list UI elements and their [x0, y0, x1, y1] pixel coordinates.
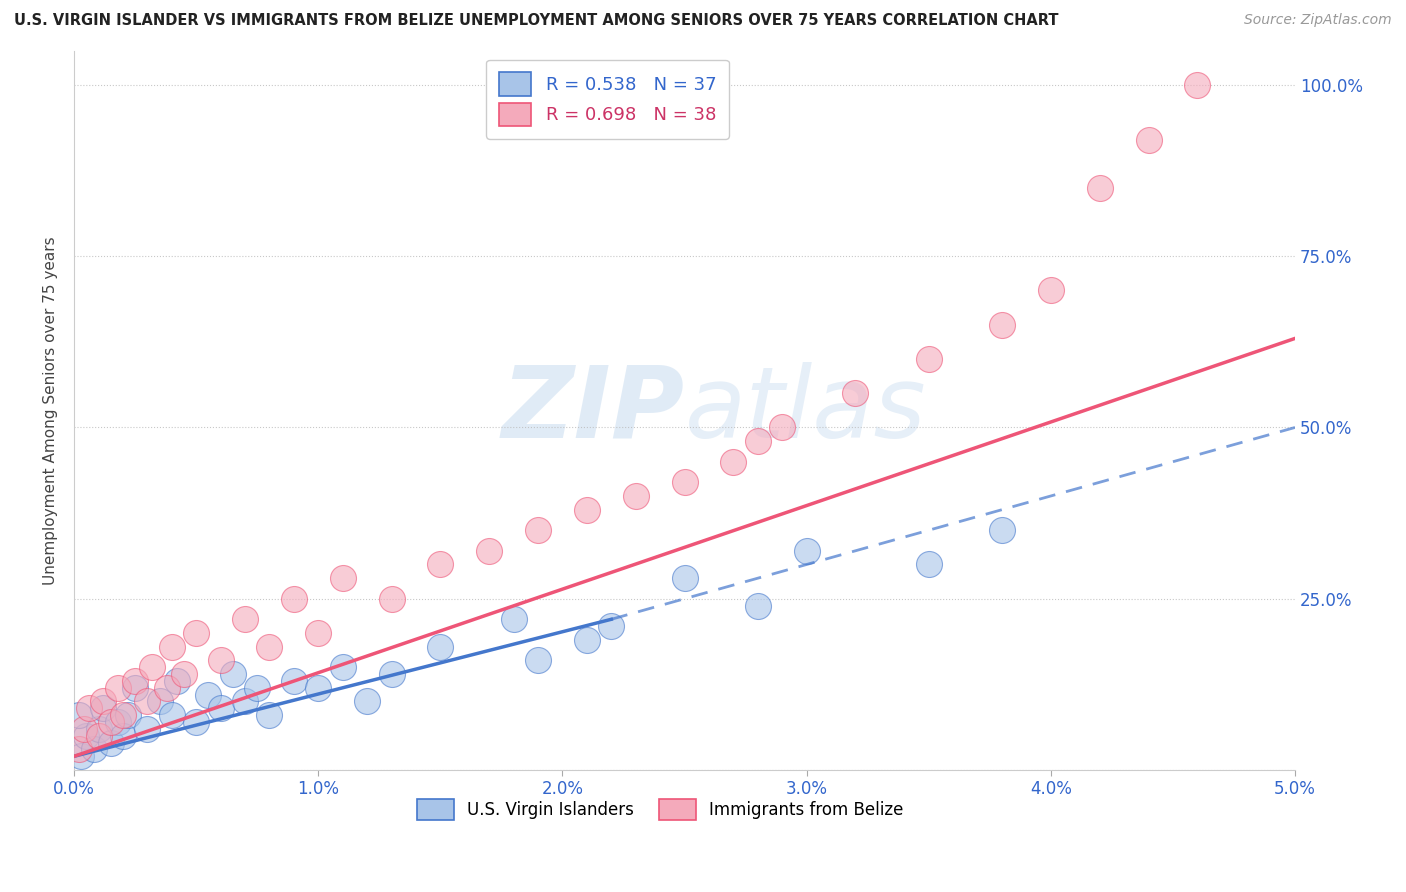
Y-axis label: Unemployment Among Seniors over 75 years: Unemployment Among Seniors over 75 years — [44, 236, 58, 584]
Point — [156, 681, 179, 695]
Point — [100, 714, 122, 729]
Point — [283, 591, 305, 606]
Point — [380, 591, 402, 606]
Point — [70, 749, 93, 764]
Point — [1187, 78, 1209, 92]
Point — [141, 660, 163, 674]
Point — [87, 729, 110, 743]
Point — [107, 714, 129, 729]
Point — [624, 489, 647, 503]
Point — [209, 701, 232, 715]
Point — [73, 722, 96, 736]
Point — [259, 640, 281, 654]
Point — [160, 640, 183, 654]
Point — [747, 599, 769, 613]
Point — [600, 619, 623, 633]
Point — [575, 502, 598, 516]
Point — [124, 681, 146, 695]
Point — [117, 708, 139, 723]
Point — [173, 667, 195, 681]
Point — [991, 523, 1014, 537]
Point — [380, 667, 402, 681]
Point — [332, 571, 354, 585]
Point — [429, 640, 451, 654]
Point — [307, 626, 329, 640]
Point — [222, 667, 245, 681]
Point — [796, 543, 818, 558]
Point — [148, 694, 170, 708]
Point — [723, 455, 745, 469]
Point — [233, 694, 256, 708]
Point — [186, 714, 208, 729]
Point — [259, 708, 281, 723]
Point — [197, 688, 219, 702]
Point — [186, 626, 208, 640]
Point — [673, 475, 696, 490]
Point — [1137, 133, 1160, 147]
Point — [356, 694, 378, 708]
Point — [124, 673, 146, 688]
Point — [100, 736, 122, 750]
Point — [478, 543, 501, 558]
Point — [747, 434, 769, 449]
Point — [93, 694, 115, 708]
Point — [527, 653, 550, 667]
Point — [93, 701, 115, 715]
Point — [527, 523, 550, 537]
Point — [283, 673, 305, 688]
Text: ZIP: ZIP — [502, 362, 685, 458]
Point — [111, 729, 134, 743]
Text: Source: ZipAtlas.com: Source: ZipAtlas.com — [1244, 13, 1392, 28]
Point — [1039, 284, 1062, 298]
Point — [770, 420, 793, 434]
Point — [75, 729, 97, 743]
Point — [991, 318, 1014, 332]
Point — [429, 558, 451, 572]
Point — [332, 660, 354, 674]
Legend: U.S. Virgin Islanders, Immigrants from Belize: U.S. Virgin Islanders, Immigrants from B… — [411, 793, 910, 826]
Point — [111, 708, 134, 723]
Point — [67, 742, 90, 756]
Point — [844, 386, 866, 401]
Point — [136, 722, 159, 736]
Point — [1088, 180, 1111, 194]
Point — [160, 708, 183, 723]
Point — [83, 742, 105, 756]
Point — [918, 558, 941, 572]
Point — [233, 612, 256, 626]
Point — [502, 612, 524, 626]
Point — [307, 681, 329, 695]
Point — [67, 708, 90, 723]
Point — [673, 571, 696, 585]
Point — [77, 701, 100, 715]
Point — [209, 653, 232, 667]
Point — [246, 681, 269, 695]
Point — [87, 722, 110, 736]
Text: atlas: atlas — [685, 362, 927, 458]
Text: U.S. VIRGIN ISLANDER VS IMMIGRANTS FROM BELIZE UNEMPLOYMENT AMONG SENIORS OVER 7: U.S. VIRGIN ISLANDER VS IMMIGRANTS FROM … — [14, 13, 1059, 29]
Point — [918, 351, 941, 366]
Point — [107, 681, 129, 695]
Point — [575, 632, 598, 647]
Point — [166, 673, 188, 688]
Point — [136, 694, 159, 708]
